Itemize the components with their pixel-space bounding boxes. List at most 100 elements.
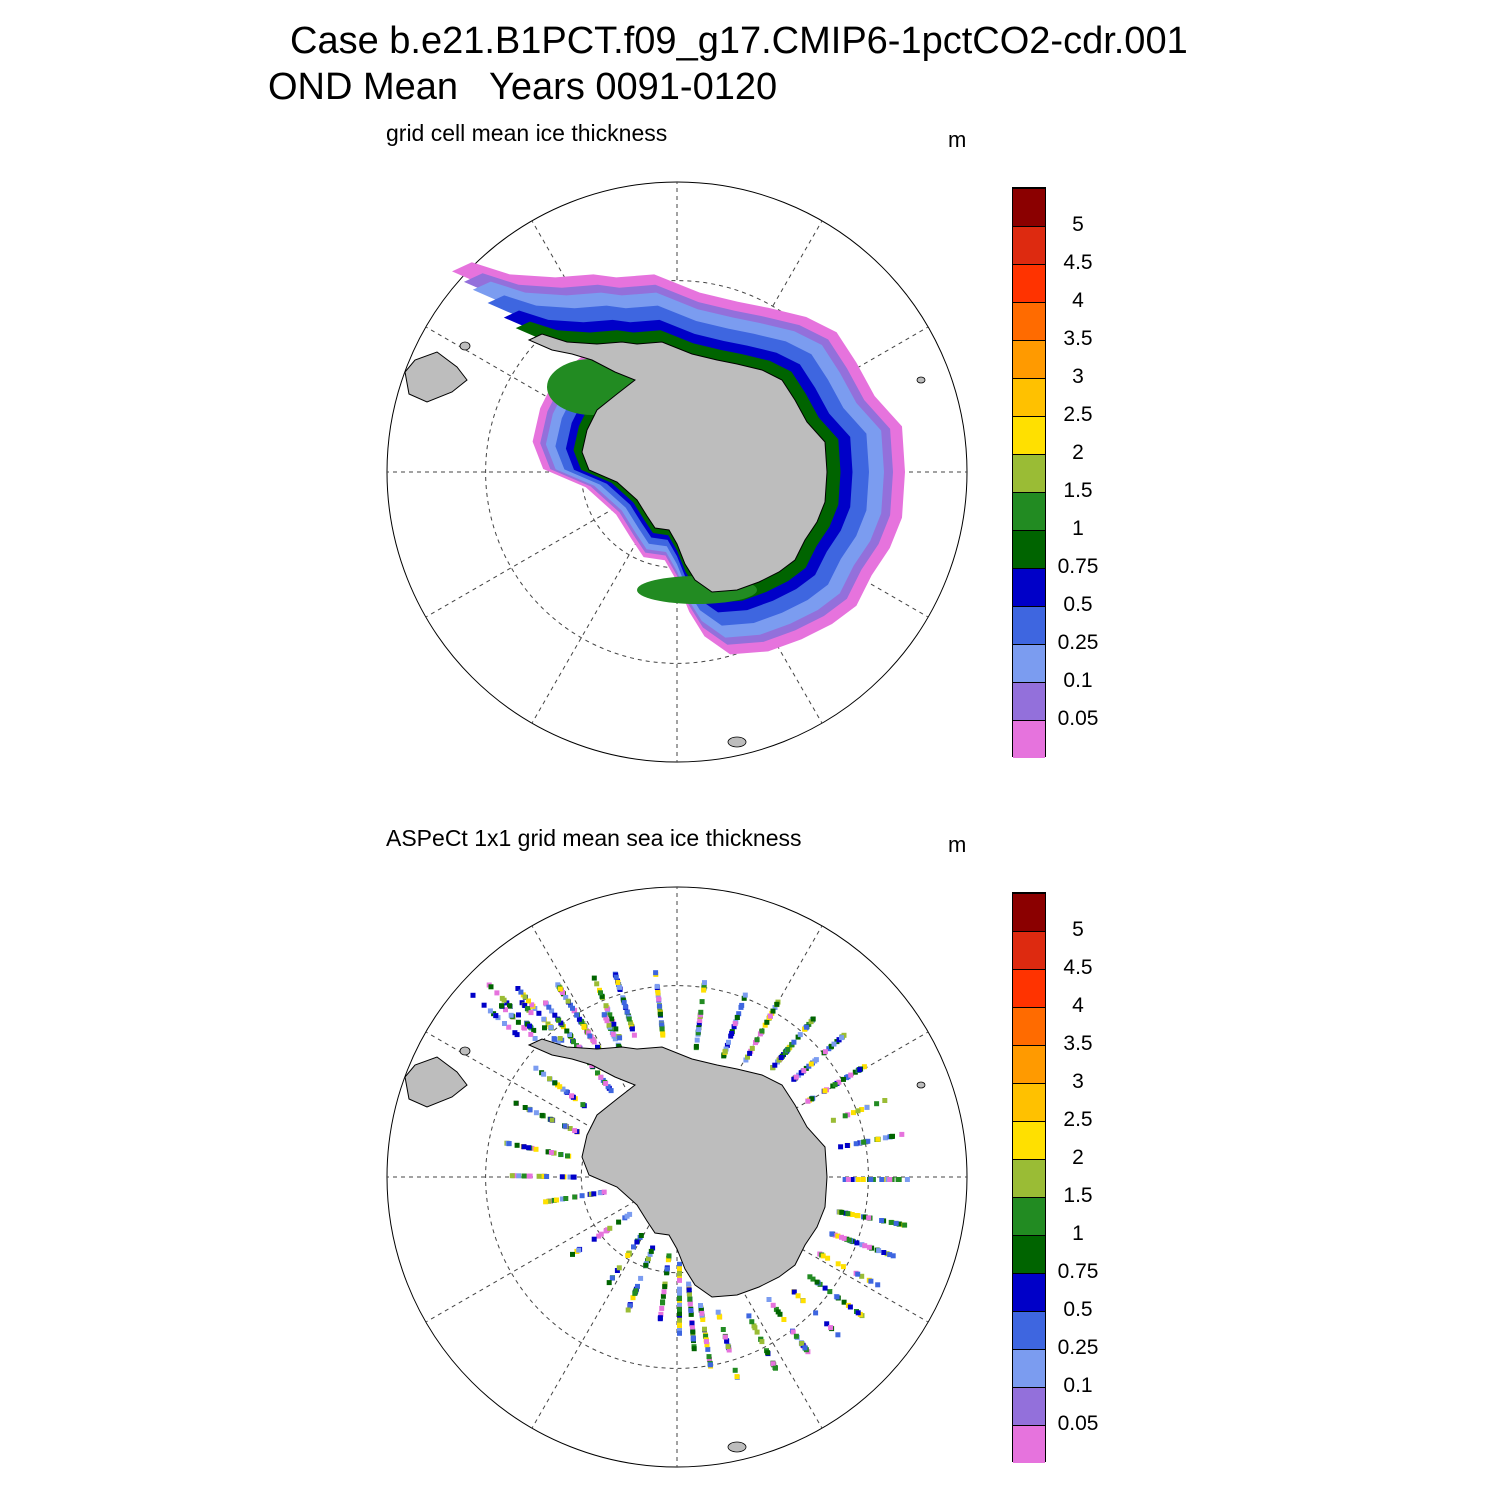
obs-cell [707, 1362, 713, 1368]
obs-cell [502, 1021, 507, 1026]
obs-cell [625, 1307, 631, 1313]
obs-cell [568, 1002, 573, 1008]
obs-cell [541, 1173, 547, 1179]
obs-cell [521, 1025, 527, 1031]
obs-cell [615, 980, 621, 985]
obs-cell [569, 1093, 574, 1099]
obs-cell [576, 1016, 582, 1022]
obs-cell [720, 1327, 726, 1332]
obs-cell [697, 1018, 703, 1023]
obs-cell [664, 1266, 670, 1272]
obs-cell [616, 1265, 622, 1271]
obs-cell [567, 1174, 573, 1180]
obs-cell [826, 1046, 832, 1052]
obs-cell [813, 1310, 819, 1316]
panel-title-model: grid cell mean ice thickness [386, 120, 668, 146]
obs-cell [809, 1096, 815, 1102]
colorbar-tick-label: 2 [1072, 1146, 1084, 1169]
obs-cell [613, 974, 619, 980]
obs-cell [518, 989, 524, 995]
obs-cell [527, 1023, 532, 1029]
obs-cell [508, 1012, 514, 1018]
obs-cell [729, 1031, 735, 1036]
obs-cell [677, 1301, 682, 1307]
colorbar-swatch [1013, 264, 1045, 302]
obs-cell [864, 1104, 870, 1110]
obs-cell [677, 1290, 682, 1296]
obs-cell [868, 1278, 874, 1284]
obs-cell [546, 1198, 552, 1204]
obs-cell [749, 1319, 755, 1325]
obs-cell [664, 1269, 670, 1275]
colorbar-swatch [1013, 568, 1045, 606]
obs-cell [747, 1050, 753, 1056]
obs-cell [565, 1153, 570, 1159]
obs-cell [797, 1032, 803, 1038]
obs-cell [899, 1131, 905, 1137]
obs-cell [706, 1354, 712, 1360]
obs-cell [861, 1064, 867, 1070]
obs-cell [552, 1036, 558, 1042]
obs-cell [610, 1031, 616, 1037]
obs-cell [854, 1240, 860, 1246]
obs-cell [677, 1261, 682, 1267]
obs-cell [677, 1315, 682, 1320]
obs-cell [790, 1329, 796, 1335]
obs-cell [514, 1142, 520, 1148]
island-kerguelen-obs [916, 1081, 926, 1089]
colorbar-swatch [1013, 1159, 1045, 1197]
obs-cell [598, 1231, 604, 1237]
obs-cell [638, 1233, 644, 1238]
obs-cell [533, 1110, 539, 1116]
obs-cell [722, 1048, 728, 1054]
obs-cell [516, 1173, 522, 1179]
obs-cell [662, 1284, 668, 1290]
obs-cell [557, 1084, 563, 1090]
obs-cell [836, 1079, 842, 1085]
obs-cell [574, 1012, 580, 1018]
obs-cell [690, 1329, 696, 1335]
obs-cell [884, 1251, 890, 1257]
obs-cell [562, 1123, 568, 1129]
obs-cell [841, 1235, 847, 1241]
obs-cell [831, 1041, 837, 1047]
island-tasmania-obs [727, 1441, 747, 1453]
obs-cell [677, 1286, 682, 1292]
obs-cell [842, 1177, 848, 1182]
map-model [386, 181, 968, 763]
colorbar-tick-label: 0.05 [1057, 1412, 1099, 1435]
obs-cell [591, 1039, 597, 1045]
colorbar-swatch [1013, 1083, 1045, 1121]
obs-cell [716, 1313, 722, 1319]
obs-cell [834, 1294, 840, 1300]
obs-cell [689, 1320, 695, 1326]
obs-cell [849, 1212, 855, 1217]
map-obs [386, 886, 968, 1468]
colorbar-swatch [1013, 720, 1045, 758]
colorbar-swatch [1013, 893, 1045, 931]
obs-cell [844, 1075, 849, 1081]
obs-cell [677, 1296, 682, 1301]
obs-cell [855, 1108, 861, 1114]
colorbar-swatch [1013, 188, 1045, 226]
colorbar-swatch [1013, 1121, 1045, 1159]
colorbar-swatch [1013, 682, 1045, 720]
obs-cell [791, 1039, 797, 1045]
obs-cell [770, 1008, 776, 1014]
island-falklands-model [459, 341, 471, 351]
obs-cell [861, 1139, 867, 1145]
obs-cell [657, 1011, 663, 1017]
obs-cell [657, 1003, 662, 1009]
obs-cell [606, 1022, 612, 1028]
obs-cell [773, 1365, 778, 1371]
colorbar-tick-label: 0.5 [1063, 593, 1093, 616]
obs-cell [591, 1191, 597, 1197]
island-tasmania-model [727, 736, 747, 748]
obs-cell [726, 1039, 731, 1045]
obs-cell [770, 1302, 776, 1308]
obs-cell [825, 1255, 831, 1261]
obs-cell [526, 998, 531, 1004]
obs-cell [516, 1012, 521, 1018]
obs-cell [887, 1252, 893, 1258]
obs-cell [832, 1232, 838, 1238]
